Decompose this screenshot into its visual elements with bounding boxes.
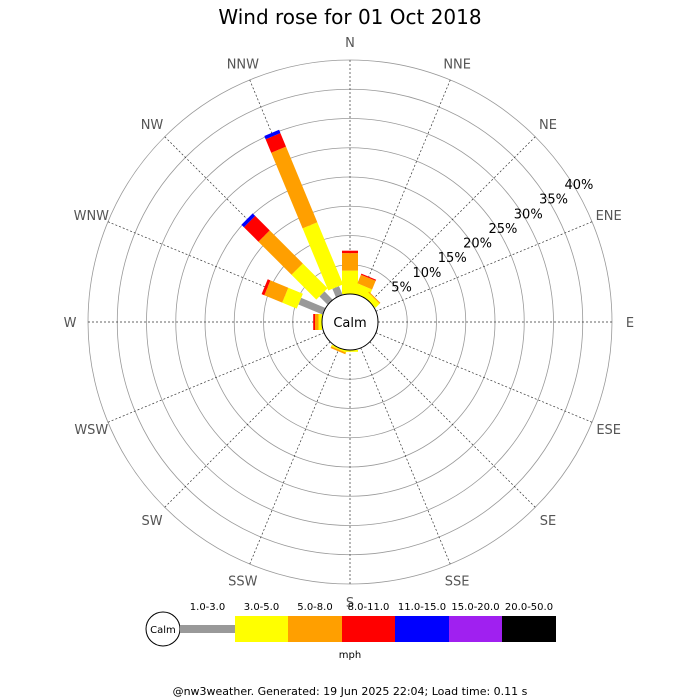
- bar-n-5.0-8.0: [342, 253, 358, 271]
- ring-label-3: 15%: [438, 251, 467, 266]
- spoke-nne: [360, 79, 451, 297]
- direction-label-ne: NE: [539, 118, 557, 133]
- bar-nnw-1.0-3.0: [332, 286, 343, 298]
- spoke-ene: [375, 221, 593, 312]
- chart-title: Wind rose for 01 Oct 2018: [218, 5, 481, 29]
- bar-w-5.0-8.0: [315, 314, 319, 330]
- ring-label-6: 30%: [514, 207, 543, 222]
- ring-label-5: 25%: [488, 222, 517, 237]
- legend-swatch-3.0-5.0: [235, 616, 288, 642]
- legend-unit: mph: [339, 650, 361, 661]
- bar-w-3.0-5.0: [318, 314, 322, 330]
- calm-center: Calm: [321, 293, 379, 351]
- bar-nw-1.0-3.0: [319, 291, 333, 305]
- direction-label-nw: NW: [141, 118, 164, 133]
- bar-nnw-5.0-8.0: [271, 146, 318, 229]
- bar-nnw-3.0-5.0: [302, 222, 344, 291]
- grid-ring-5: [175, 147, 525, 497]
- legend-swatch-15.0-20.0: [449, 616, 502, 642]
- spoke-se: [369, 341, 536, 508]
- direction-label-nnw: NNW: [227, 57, 259, 72]
- direction-label-ssw: SSW: [228, 575, 258, 590]
- grid-ring-2: [263, 235, 437, 409]
- direction-label-sse: SSE: [445, 575, 470, 590]
- ring-label-4: 20%: [463, 237, 492, 252]
- bar-ne-5.0-8.0: [368, 291, 381, 304]
- direction-label-se: SE: [540, 514, 556, 529]
- spoke-ne: [369, 136, 536, 303]
- ring-label-8: 40%: [564, 178, 593, 193]
- bar-nw-3.0-5.0: [291, 263, 328, 300]
- bar-wnw-3.0-5.0: [282, 287, 303, 309]
- direction-label-s: S: [346, 596, 354, 611]
- spoke-sse: [360, 347, 451, 565]
- legend-calm-label: Calm: [150, 625, 176, 636]
- bar-ssw-5.0-8.0: [330, 346, 346, 355]
- direction-label-e: E: [626, 316, 634, 331]
- bar-nnw-11.0-15.0: [264, 129, 281, 140]
- direction-label-wsw: WSW: [74, 423, 108, 438]
- grid-ring-6: [146, 118, 554, 526]
- speed-legend: Calm 1.0-3.0 3.0-5.0 5.0-8.0 8.0-11.0 11.0-15…: [145, 602, 556, 647]
- bar-n-8.0-11.0: [342, 250, 358, 254]
- spoke-sw: [164, 341, 331, 508]
- bar-nne-8.0-11.0: [360, 273, 377, 281]
- direction-label-n: N: [345, 36, 355, 51]
- direction-label-wnw: WNW: [74, 209, 110, 224]
- ring-label-1: 5%: [391, 280, 412, 295]
- legend-swatch-11.0-15.0: [395, 616, 449, 642]
- spoke-ese: [375, 332, 593, 423]
- direction-label-ene: ENE: [596, 209, 622, 224]
- legend-swatch-20.0-50.0: [502, 616, 556, 642]
- legend-swatch-5.0-8.0: [288, 616, 342, 642]
- bar-nw-8.0-11.0: [243, 215, 270, 242]
- bar-wnw-1.0-3.0: [298, 297, 326, 315]
- legend-label-5.0-8.0: 5.0-8.0: [297, 602, 332, 613]
- ring-label-7: 35%: [539, 193, 568, 208]
- bar-nnw-8.0-11.0: [265, 133, 286, 153]
- ring-labels: 5%10%15%20%25%30%35%40%: [391, 178, 593, 295]
- legend-label-3.0-5.0: 3.0-5.0: [244, 602, 279, 613]
- footer-text: @nw3weather. Generated: 19 Jun 2025 22:0…: [173, 685, 528, 698]
- bar-w-8.0-11.0: [313, 314, 315, 330]
- direction-label-sw: SW: [141, 514, 162, 529]
- direction-label-nne: NNE: [443, 57, 471, 72]
- direction-label-ese: ESE: [596, 423, 621, 438]
- rose-grid: [87, 59, 613, 585]
- spoke-wnw: [107, 221, 325, 312]
- direction-label-w: W: [64, 316, 77, 331]
- bar-ne-3.0-5.0: [364, 292, 380, 308]
- legend-swatch-8.0-11.0: [342, 616, 395, 642]
- legend-label-15.0-20.0: 15.0-20.0: [451, 602, 499, 613]
- bar-wnw-8.0-11.0: [261, 279, 271, 296]
- bar-ssw-3.0-5.0: [331, 344, 347, 353]
- bar-nw-11.0-15.0: [241, 213, 256, 228]
- calm-circle: [321, 293, 379, 351]
- grid-ring-3: [233, 205, 467, 439]
- bar-nne-5.0-8.0: [357, 274, 376, 290]
- legend-label-11.0-15.0: 11.0-15.0: [398, 602, 446, 613]
- legend-label-20.0-50.0: 20.0-50.0: [505, 602, 553, 613]
- legend-label-8.0-11.0: 8.0-11.0: [348, 602, 390, 613]
- rose-bars: [241, 129, 381, 355]
- legend-label-1.0-3.0: 1.0-3.0: [190, 602, 225, 613]
- spoke-ssw: [249, 347, 340, 565]
- ring-label-2: 10%: [412, 266, 441, 281]
- direction-labels: N NNE NE ENE E ESE SE SSE S SSW SW WSW W WNW NW NNW: [64, 36, 635, 611]
- bar-n-3.0-5.0: [342, 270, 358, 294]
- legend-swatch-1.0-3.0: [180, 625, 235, 633]
- spoke-wsw: [107, 332, 325, 423]
- bar-wnw-5.0-8.0: [264, 280, 289, 303]
- calm-label: Calm: [333, 316, 366, 331]
- bar-nw-5.0-8.0: [258, 230, 303, 275]
